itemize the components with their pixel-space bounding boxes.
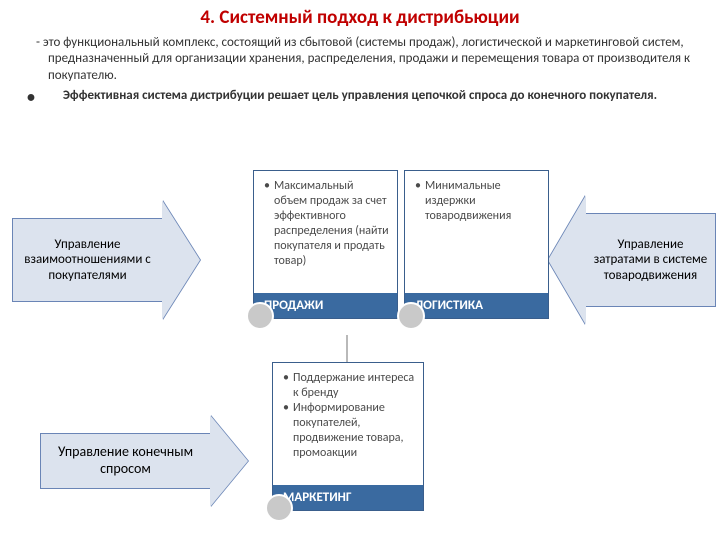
- arrow-left-head: [162, 200, 200, 320]
- bullet-row: • Эффективная система дистрибуции решает…: [18, 84, 702, 108]
- card-sales-label: ПРОДАЖИ: [254, 293, 397, 318]
- bullet-dot: •: [18, 88, 44, 108]
- card-logistics: •Минимальные издержки товародвижения ЛОГ…: [404, 170, 549, 319]
- card-marketing-point1: Поддержание интереса к бренду: [293, 371, 415, 401]
- card-marketing: •Поддержание интереса к бренду •Информир…: [272, 362, 424, 511]
- arrow-left: Управление взаимоотношениями с покупател…: [12, 200, 200, 320]
- bullet-text: Эффективная система дистрибуции решает ц…: [44, 88, 702, 108]
- card-marketing-point2: Информирование покупателей, продвижение …: [293, 401, 415, 461]
- card-sales-point: Максимальный объем продаж за счет эффект…: [274, 179, 389, 269]
- intro-text: - это функциональный комплекс, состоящий…: [18, 35, 702, 84]
- arrow-bottom-body: Управление конечным спросом: [40, 433, 210, 489]
- arrow-left-body: Управление взаимоотношениями с покупател…: [12, 218, 162, 302]
- card-marketing-circle: [265, 494, 293, 522]
- card-logistics-body: •Минимальные издержки товародвижения: [405, 171, 548, 293]
- card-marketing-label: МАРКЕТИНГ: [273, 485, 423, 510]
- card-logistics-point: Минимальные издержки товародвижения: [425, 179, 540, 224]
- arrow-right-body: Управление затратами в системе товародви…: [586, 213, 716, 307]
- card-logistics-label: ЛОГИСТИКА: [405, 293, 548, 318]
- card-marketing-body: •Поддержание интереса к бренду •Информир…: [273, 363, 423, 485]
- arrow-bottom-head: [210, 415, 248, 507]
- card-sales-circle: [246, 302, 274, 330]
- arrow-right-head: [548, 195, 586, 325]
- intro-paragraph: - это функциональный комплекс, состоящий…: [0, 29, 720, 108]
- slide-title: 4. Системный подход к дистрибьюции: [0, 0, 720, 29]
- arrow-bottom: Управление конечным спросом: [40, 415, 248, 507]
- card-logistics-circle: [397, 302, 425, 330]
- card-sales-body: •Максимальный объем продаж за счет эффек…: [254, 171, 397, 293]
- card-sales: •Максимальный объем продаж за счет эффек…: [253, 170, 398, 319]
- arrow-right: Управление затратами в системе товародви…: [548, 195, 716, 325]
